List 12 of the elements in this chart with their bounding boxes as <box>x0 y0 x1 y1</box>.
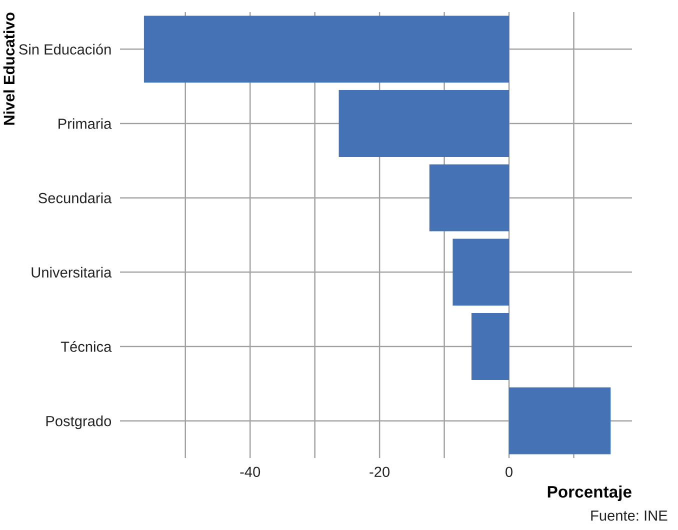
x-tick-label: 0 <box>506 466 512 478</box>
y-axis-title: Nivel Educativo <box>3 12 15 125</box>
y-tick-label: Sin Educación <box>19 44 111 55</box>
x-axis-title: Porcentaje <box>548 485 632 502</box>
x-tick-label: -20 <box>370 466 390 478</box>
y-tick-label: Postgrado <box>46 416 112 430</box>
y-tick-label: Secundaria <box>38 192 112 204</box>
source-note: Fuente: INE <box>591 510 668 521</box>
y-tick-label: Universitaria <box>32 266 112 278</box>
x-tick-label: -40 <box>240 466 260 478</box>
y-tick-label: Primaria <box>58 118 112 129</box>
y-tick-label: Técnica <box>60 341 112 352</box>
